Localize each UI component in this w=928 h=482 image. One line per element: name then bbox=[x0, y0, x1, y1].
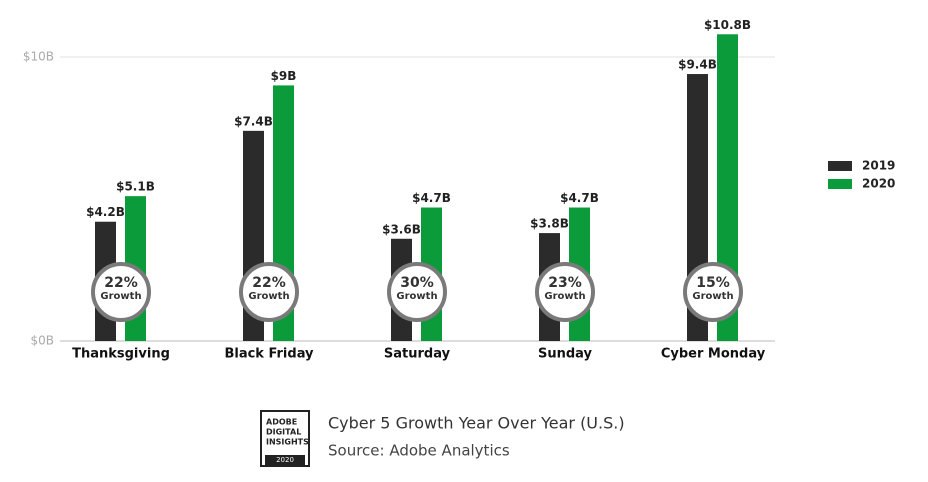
x-tick-label: Sunday bbox=[538, 347, 593, 362]
value-label: $3.8B bbox=[530, 217, 569, 231]
logo-band bbox=[265, 455, 305, 465]
growth-label: 22% bbox=[104, 275, 138, 291]
legend-label: 2019 bbox=[862, 159, 895, 173]
x-tick-label: Saturday bbox=[384, 347, 451, 362]
value-label: $4.2B bbox=[86, 205, 125, 219]
value-label: $3.6B bbox=[382, 222, 421, 236]
value-label: $5.1B bbox=[116, 180, 155, 194]
growth-label: 23% bbox=[548, 275, 582, 291]
growth-label: 15% bbox=[696, 275, 730, 291]
growth-badge bbox=[239, 262, 299, 322]
growth-badge bbox=[91, 262, 151, 322]
value-label: $9B bbox=[271, 69, 297, 83]
value-label: $4.7B bbox=[412, 191, 451, 205]
legend-label: 2020 bbox=[862, 177, 895, 191]
legend-swatch bbox=[828, 179, 852, 189]
legend-swatch bbox=[828, 161, 852, 171]
value-label: $10.8B bbox=[704, 18, 751, 32]
growth-badge bbox=[387, 262, 447, 322]
x-tick-label: Cyber Monday bbox=[661, 347, 766, 362]
growth-badge bbox=[683, 262, 743, 322]
growth-label: 30% bbox=[400, 275, 434, 291]
y-tick-label: $10B bbox=[23, 50, 54, 64]
x-tick-label: Black Friday bbox=[224, 347, 314, 362]
footer-title: Cyber 5 Growth Year Over Year (U.S.) bbox=[328, 414, 625, 433]
value-label: $4.7B bbox=[560, 191, 599, 205]
growth-caption: Growth bbox=[100, 291, 141, 302]
x-tick-label: Thanksgiving bbox=[72, 347, 170, 362]
logo-text: ADOBE bbox=[266, 418, 297, 427]
growth-caption: Growth bbox=[692, 291, 733, 302]
logo-text: INSIGHTS bbox=[266, 438, 309, 447]
value-label: $9.4B bbox=[678, 58, 717, 72]
growth-caption: Growth bbox=[544, 291, 585, 302]
growth-caption: Growth bbox=[248, 291, 289, 302]
footer-source: Source: Adobe Analytics bbox=[328, 442, 510, 460]
logo-text: DIGITAL bbox=[266, 428, 301, 437]
logo-year: 2020 bbox=[276, 456, 294, 464]
growth-caption: Growth bbox=[396, 291, 437, 302]
growth-badge bbox=[535, 262, 595, 322]
value-label: $7.4B bbox=[234, 114, 273, 128]
y-tick-label: $0B bbox=[30, 334, 54, 348]
growth-label: 22% bbox=[252, 275, 286, 291]
